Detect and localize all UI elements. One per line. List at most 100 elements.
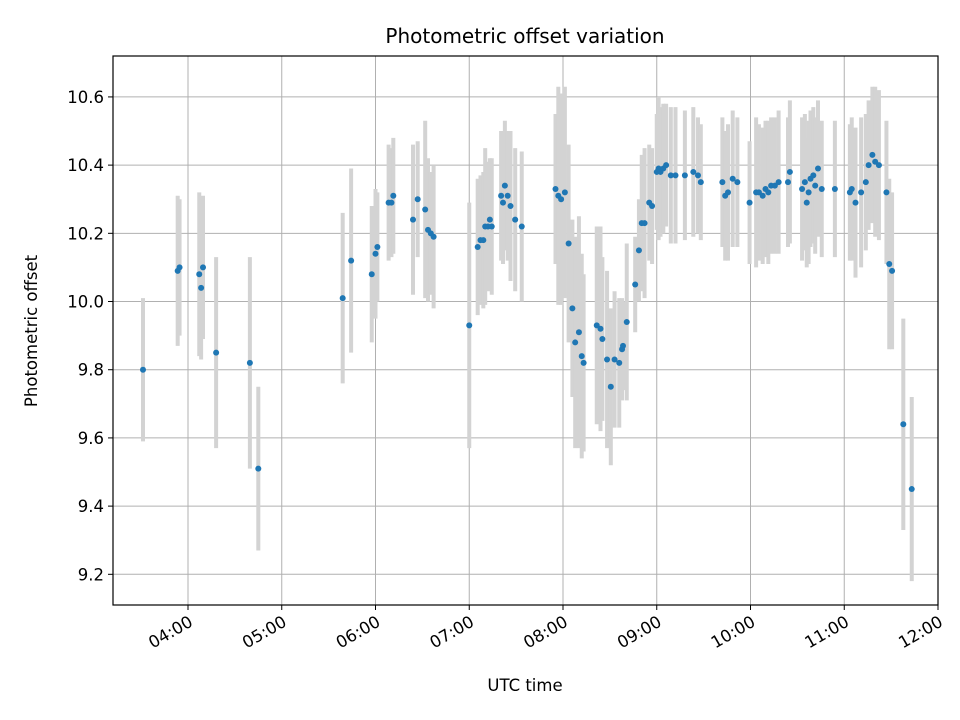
data-point	[623, 318, 630, 325]
data-point	[140, 366, 146, 373]
data-point	[886, 261, 893, 268]
data-point	[815, 165, 821, 172]
data-point	[388, 199, 395, 206]
data-point	[611, 356, 618, 363]
data-point	[848, 185, 855, 192]
data-point	[616, 359, 623, 366]
data-point	[604, 356, 611, 363]
data-point	[339, 295, 346, 302]
data-point	[799, 185, 806, 192]
y-tick-label: 9.6	[78, 429, 104, 448]
data-point	[572, 339, 579, 346]
data-point	[672, 172, 679, 179]
data-point	[719, 179, 726, 186]
data-point	[875, 162, 882, 169]
data-point	[348, 257, 355, 264]
data-point	[498, 192, 505, 199]
data-point	[883, 189, 890, 196]
data-point	[635, 247, 642, 254]
data-point	[372, 250, 379, 257]
data-point	[512, 216, 519, 223]
data-point	[862, 179, 869, 186]
y-tick-label: 10.4	[67, 156, 104, 175]
y-axis-title: Photometric offset	[22, 254, 41, 407]
data-point	[569, 305, 576, 312]
data-point	[734, 179, 741, 186]
data-point	[501, 182, 508, 189]
data-point	[580, 359, 587, 366]
data-point	[410, 216, 416, 223]
data-point	[663, 162, 670, 169]
data-point	[552, 185, 559, 192]
data-point	[565, 240, 572, 247]
data-point	[729, 175, 736, 182]
data-point	[213, 349, 220, 356]
y-tick-label: 10.6	[67, 88, 104, 107]
y-tick-label: 10.0	[67, 293, 104, 312]
data-point	[746, 199, 753, 206]
data-point	[575, 329, 582, 336]
data-point	[578, 353, 585, 360]
data-point	[697, 179, 704, 186]
data-point	[430, 233, 437, 240]
data-point	[599, 336, 606, 343]
data-point	[765, 189, 772, 196]
data-point	[196, 271, 203, 278]
data-point	[504, 192, 511, 199]
data-point	[818, 185, 825, 192]
data-point	[368, 271, 375, 278]
y-tick-label: 9.8	[78, 361, 104, 380]
data-point	[480, 237, 487, 244]
data-point	[695, 172, 701, 179]
y-tick-label: 9.4	[78, 497, 104, 516]
data-point	[422, 206, 429, 213]
data-point	[812, 182, 819, 189]
data-point	[200, 264, 206, 271]
data-point	[803, 199, 810, 206]
data-point	[889, 267, 896, 274]
x-axis-title: UTC time	[487, 676, 562, 695]
data-point	[632, 281, 639, 288]
data-point	[374, 243, 381, 250]
data-point	[900, 421, 907, 428]
data-point	[858, 189, 865, 196]
data-point	[558, 196, 565, 203]
data-point	[786, 168, 793, 175]
data-point	[474, 243, 481, 250]
data-point	[246, 359, 253, 366]
data-point	[667, 172, 674, 179]
data-point	[775, 179, 782, 186]
data-point	[561, 189, 568, 196]
data-point	[852, 199, 859, 206]
data-point	[865, 162, 872, 169]
data-point	[649, 203, 656, 210]
chart-title: Photometric offset variation	[385, 24, 664, 48]
data-point	[801, 179, 808, 186]
data-point	[507, 203, 514, 210]
data-point	[869, 151, 876, 158]
data-point	[690, 168, 697, 175]
data-point	[518, 223, 525, 230]
data-point	[725, 189, 731, 196]
data-point	[466, 322, 473, 329]
data-point	[486, 216, 493, 223]
data-point	[908, 486, 915, 493]
data-point	[597, 325, 604, 332]
data-point	[500, 199, 506, 206]
plot-frame	[112, 55, 939, 606]
y-tick-label: 9.2	[78, 565, 104, 584]
data-point	[176, 264, 183, 271]
y-axis-ticks: 9.2 9.4 9.6 9.8 10.0 10.2 10.4 10.6	[67, 88, 113, 584]
data-point	[785, 179, 791, 186]
data-points	[140, 151, 915, 493]
data-point	[681, 172, 688, 179]
data-point	[620, 342, 626, 349]
data-point	[488, 223, 495, 230]
data-point	[759, 192, 766, 199]
data-point	[831, 185, 838, 192]
data-point	[255, 465, 262, 472]
y-tick-label: 10.2	[67, 224, 104, 243]
data-point	[805, 189, 812, 196]
